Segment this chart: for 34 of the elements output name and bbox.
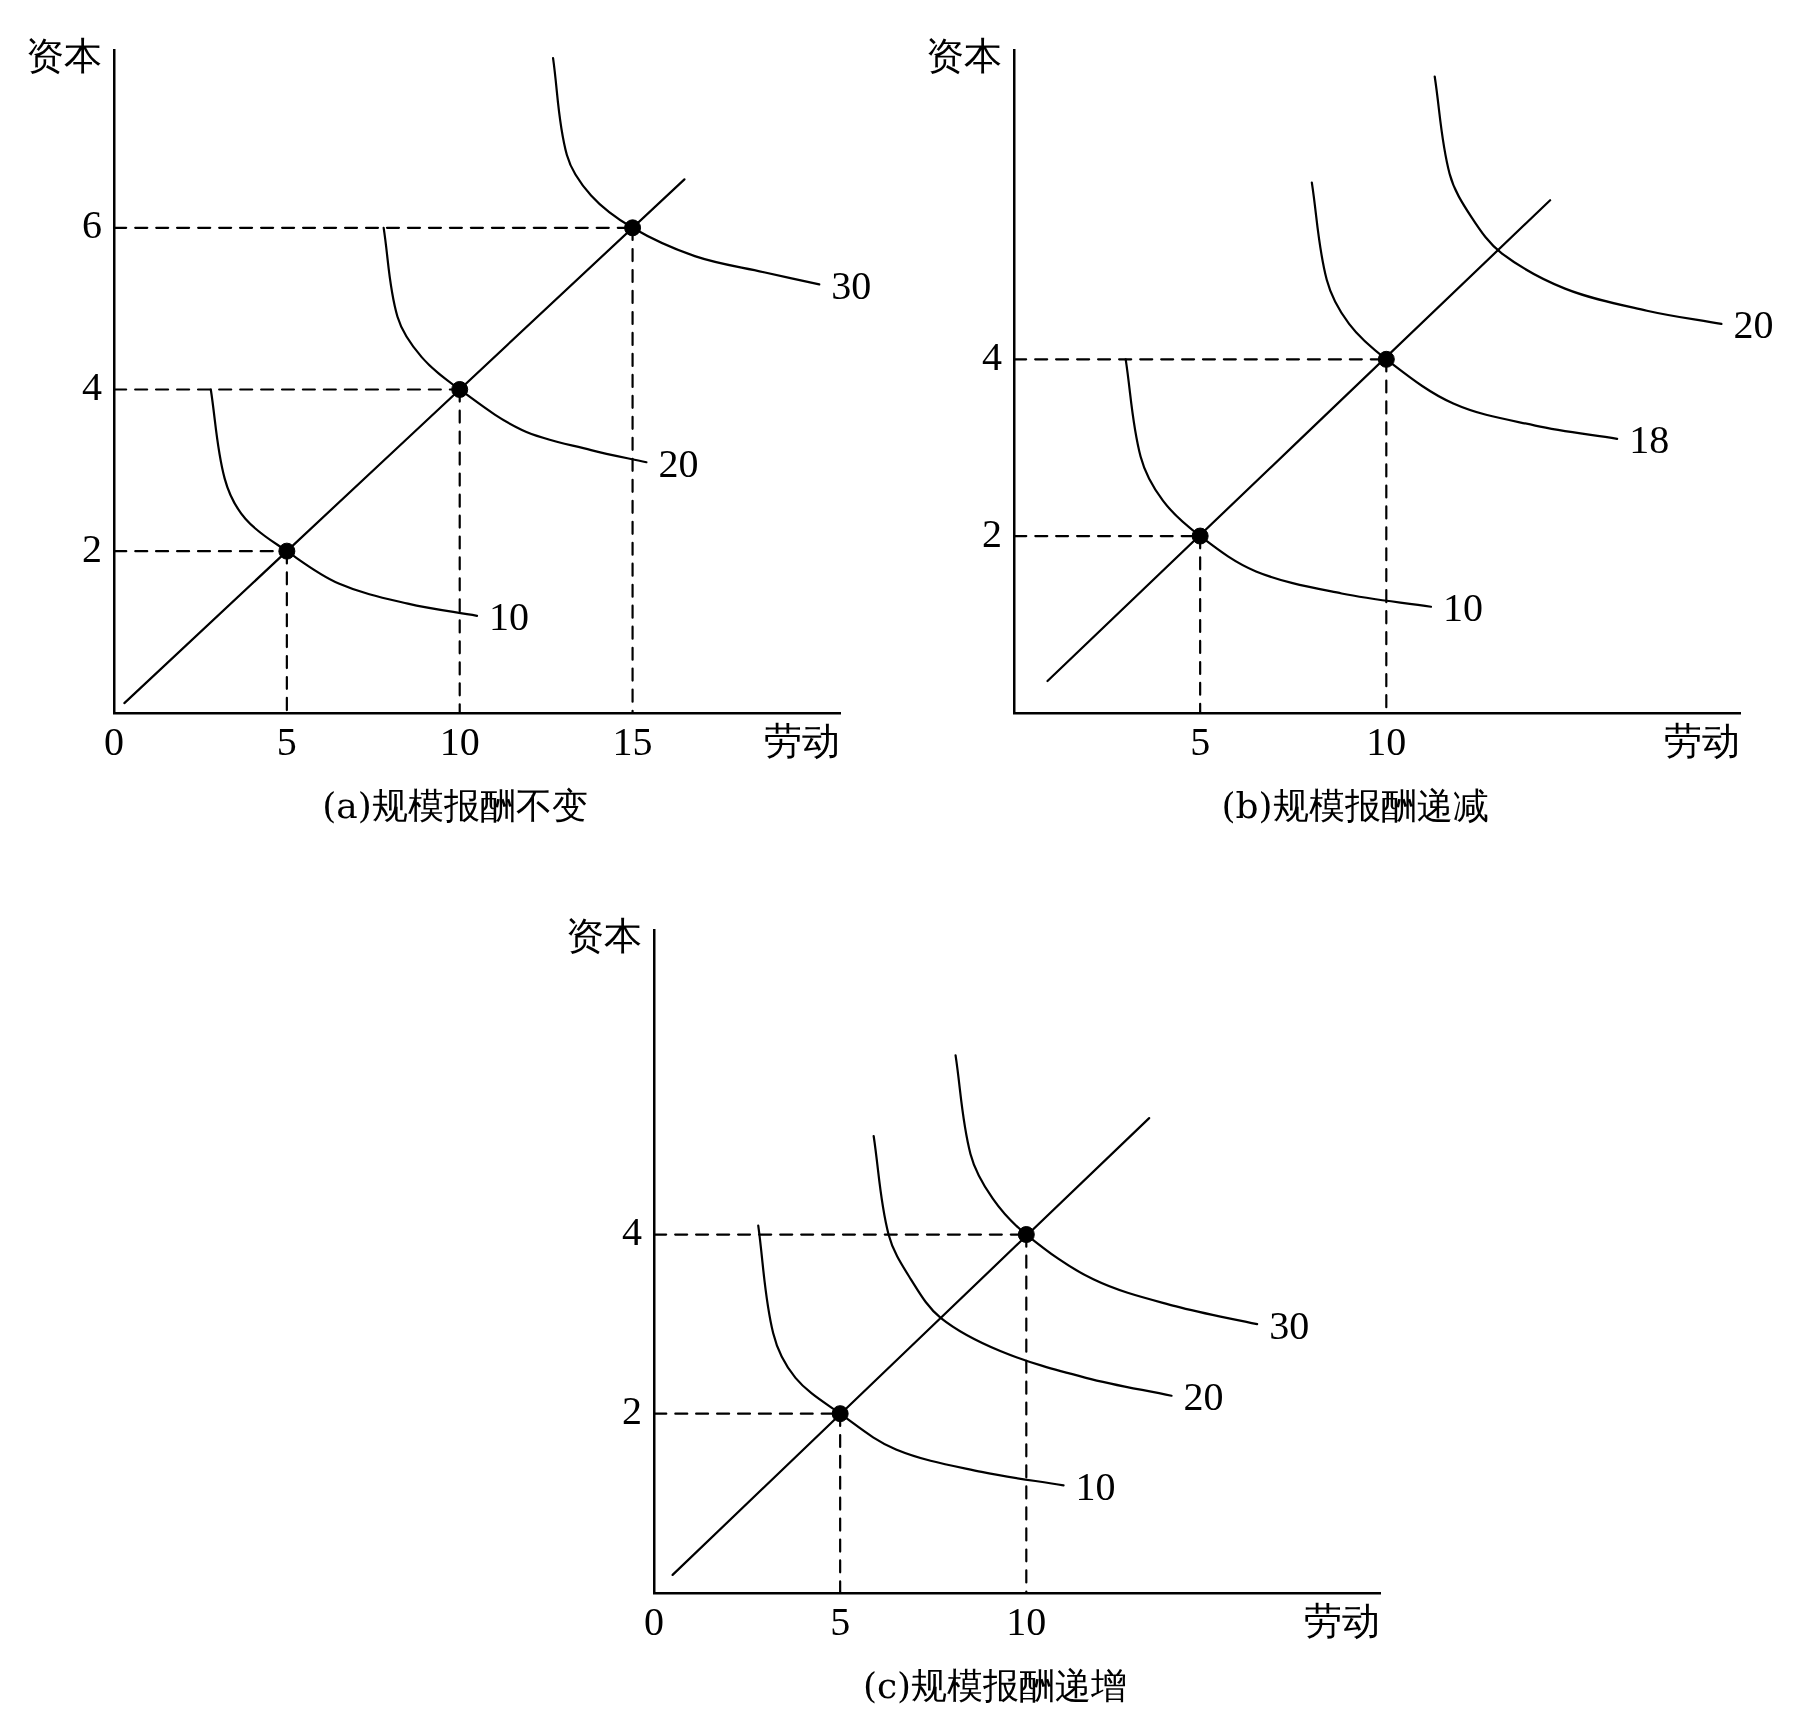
x-tick-label: 5 — [276, 719, 297, 765]
y-axis-title: 资本 — [566, 913, 642, 958]
y-tick-label: 4 — [82, 363, 102, 409]
x-tick-label: 5 — [830, 1599, 851, 1645]
text: (b)规模报酬递减 — [1221, 784, 1489, 826]
x-tick-label: 10 — [439, 719, 480, 765]
y-tick-label: 4 — [622, 1209, 642, 1255]
y-tick-label: 2 — [82, 525, 102, 571]
annotation: 20 — [1183, 1374, 1224, 1420]
annotation: 20 — [658, 440, 699, 486]
x-axis-title: 劳动 — [764, 718, 840, 763]
x-tick-label: 0 — [104, 719, 124, 765]
x-tick-label: 10 — [1006, 1599, 1047, 1645]
y-tick-label: 2 — [982, 510, 1002, 556]
x-axis-title: 劳动 — [1664, 718, 1740, 763]
annotation: 20 — [1733, 302, 1774, 348]
x-tick-label: 15 — [612, 719, 653, 765]
text: (a)规模报酬不变 — [322, 784, 588, 826]
annotation: 10 — [1075, 1463, 1116, 1509]
annotation: 30 — [1269, 1302, 1310, 1348]
annotation: 30 — [831, 262, 872, 308]
y-tick-label: 6 — [82, 202, 102, 248]
x-tick-label: 0 — [644, 1599, 664, 1645]
annotation: 10 — [1442, 585, 1483, 631]
x-tick-label: 5 — [1190, 719, 1211, 765]
annotation: 18 — [1629, 417, 1670, 463]
y-axis-title: 资本 — [26, 33, 102, 78]
x-tick-label: 10 — [1366, 719, 1407, 765]
text: (c)规模报酬递增 — [862, 1664, 1128, 1706]
annotation: 10 — [489, 594, 529, 640]
x-axis-title: 劳动 — [1304, 1598, 1380, 1643]
y-tick-label: 2 — [622, 1388, 642, 1434]
y-tick-label: 4 — [982, 333, 1002, 379]
y-axis-title: 资本 — [926, 33, 1002, 78]
